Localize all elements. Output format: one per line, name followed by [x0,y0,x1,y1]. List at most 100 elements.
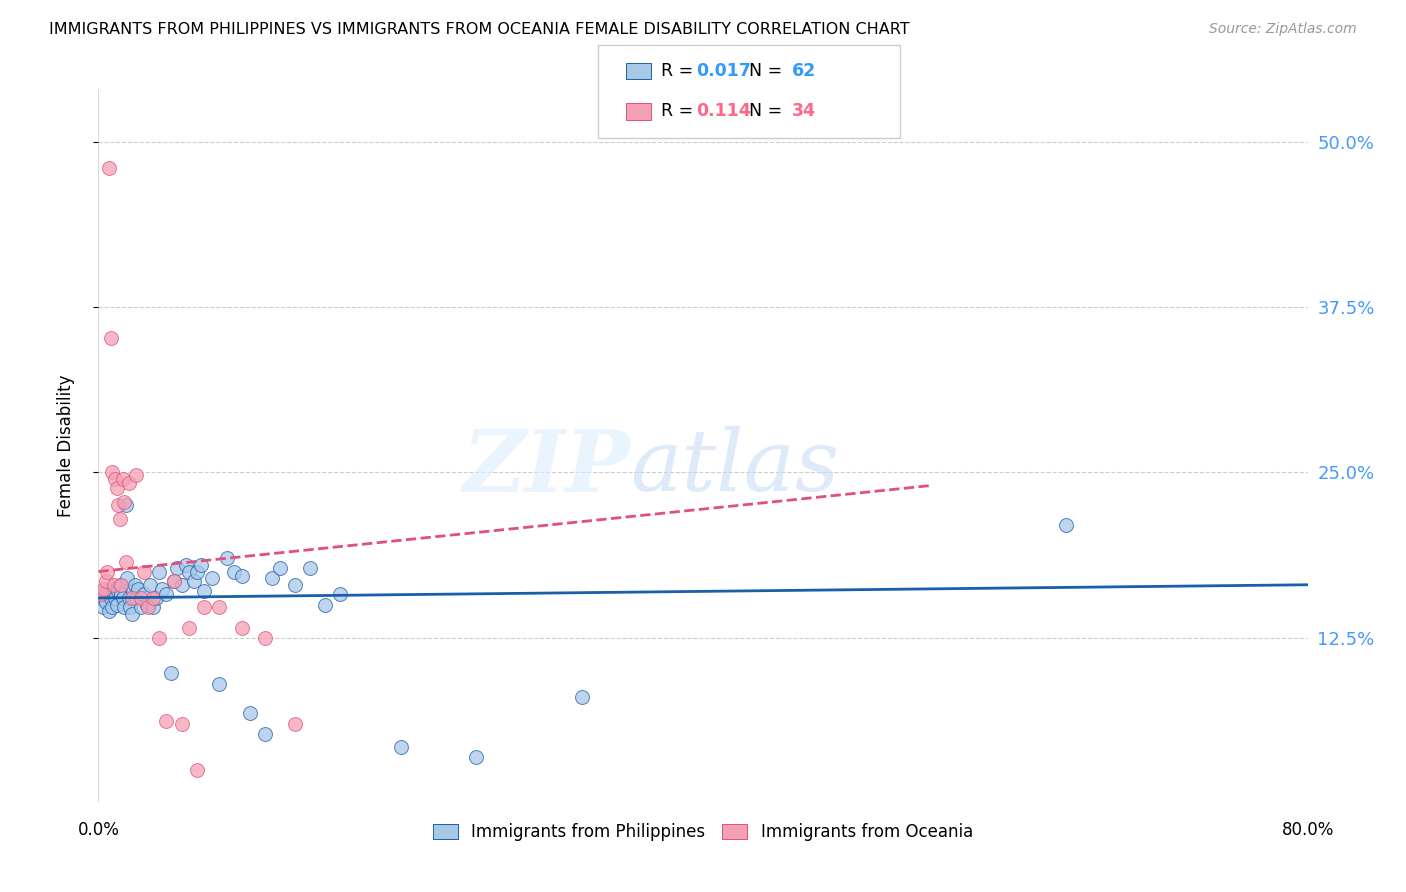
Point [100,331,122,345]
Point [465,749,488,764]
Point [93,587,115,601]
Point [98,604,121,618]
Text: Source: ZipAtlas.com: Source: ZipAtlas.com [1209,22,1357,37]
Point [103,587,125,601]
Text: N =: N = [738,62,787,80]
Point [224,565,246,579]
Point [170,578,193,592]
Point [94,574,117,588]
Point [112,600,135,615]
Point [93,582,115,596]
Point [120,600,142,615]
Point [98,161,121,176]
Point [269,560,291,574]
Point [96,584,118,599]
Point [231,568,253,582]
Point [136,600,159,615]
Point [571,690,593,704]
Point [118,591,141,605]
Point [231,621,253,635]
Point [114,499,136,513]
Point [132,565,155,579]
Point [148,565,170,579]
Point [284,578,307,592]
Point [193,600,215,615]
Point [239,706,262,720]
Point [110,587,132,601]
Point [101,600,124,615]
Point [150,582,173,596]
Text: 62: 62 [792,62,815,80]
Point [174,558,197,572]
Point [100,591,122,605]
Point [129,591,152,605]
Point [166,560,188,574]
Point [179,621,201,635]
Point [215,551,238,566]
Point [101,466,124,480]
Point [121,591,143,605]
Point [110,578,132,592]
Point [299,560,322,574]
Point [142,600,165,615]
Point [122,584,145,599]
Point [90,591,112,605]
Point [124,578,146,592]
Point [105,481,128,495]
Point [125,591,148,605]
Point [389,740,412,755]
Point [107,499,129,513]
Point [179,565,201,579]
Point [96,565,118,579]
Point [160,666,183,681]
Point [253,727,276,741]
Point [1054,518,1077,533]
Point [104,591,127,605]
Point [183,574,205,588]
Point [284,716,307,731]
Text: atlas: atlas [630,426,839,508]
Point [208,677,231,691]
Point [108,511,131,525]
Point [329,587,352,601]
Point [121,607,143,621]
Point [208,600,231,615]
Point [91,600,114,615]
Point [105,598,128,612]
Point [148,631,170,645]
Point [155,714,177,728]
Point [118,475,141,490]
Point [111,591,134,605]
Text: ZIP: ZIP [463,425,630,509]
Point [163,574,186,588]
Point [253,631,276,645]
Text: R =: R = [661,103,699,120]
Text: 0.017: 0.017 [696,62,751,80]
Point [129,600,152,615]
Text: 80.0%: 80.0% [1281,821,1334,838]
Legend: Immigrants from Philippines, Immigrants from Oceania: Immigrants from Philippines, Immigrants … [426,817,980,848]
Text: R =: R = [661,62,699,80]
Point [103,578,125,592]
Point [132,587,155,601]
Point [139,578,162,592]
Point [193,584,215,599]
Point [104,472,127,486]
Point [127,582,149,596]
Point [111,472,134,486]
Text: IMMIGRANTS FROM PHILIPPINES VS IMMIGRANTS FROM OCEANIA FEMALE DISABILITY CORRELA: IMMIGRANTS FROM PHILIPPINES VS IMMIGRANT… [49,22,910,37]
Point [103,582,125,596]
Point [142,591,165,605]
Point [262,571,284,585]
Point [107,584,129,599]
Point [201,571,224,585]
Point [186,565,208,579]
Point [112,494,135,508]
Text: N =: N = [738,103,787,120]
Point [186,763,208,777]
Point [115,571,138,585]
Text: 34: 34 [792,103,815,120]
Point [163,574,186,588]
Y-axis label: Female Disability: Female Disability [56,375,75,517]
Point [108,578,131,592]
